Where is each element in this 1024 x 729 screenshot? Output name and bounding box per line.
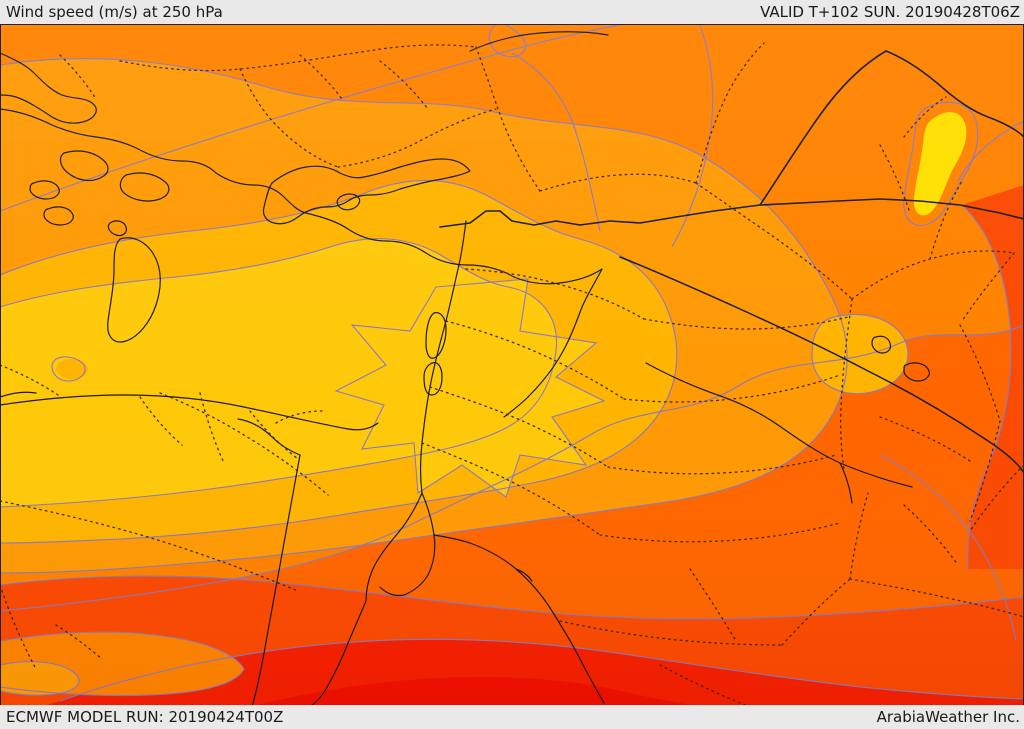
valid-time-label: VALID T+102 SUN. 20190428T06Z	[760, 3, 1020, 21]
map-svg	[0, 25, 1024, 705]
model-run-label: ECMWF MODEL RUN: 20190424T00Z	[6, 708, 284, 726]
credit-label: ArabiaWeather Inc.	[876, 708, 1020, 726]
footer-bar: ECMWF MODEL RUN: 20190424T00Z ArabiaWeat…	[0, 705, 1024, 729]
band-pocket-gold-left	[56, 359, 88, 379]
header-bar: Wind speed (m/s) at 250 hPa VALID T+102 …	[0, 0, 1024, 24]
map-canvas[interactable]	[0, 24, 1024, 706]
page-title: Wind speed (m/s) at 250 hPa	[6, 3, 223, 21]
